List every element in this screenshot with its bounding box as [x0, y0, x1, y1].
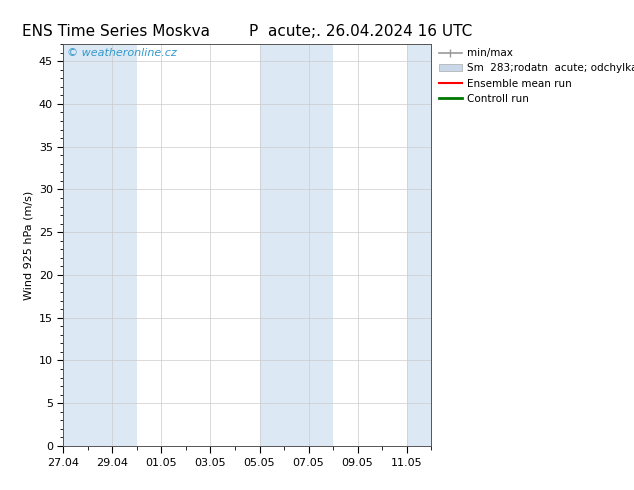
Bar [406, 44, 456, 446]
Text: © weatheronline.cz: © weatheronline.cz [67, 48, 177, 58]
Legend: min/max, Sm  283;rodatn  acute; odchylka, Ensemble mean run, Controll run: min/max, Sm 283;rodatn acute; odchylka, … [435, 44, 634, 108]
Bar [259, 44, 333, 446]
Y-axis label: Wind 925 hPa (m/s): Wind 925 hPa (m/s) [23, 191, 34, 299]
Bar [63, 44, 137, 446]
Title: ENS Time Series Moskva        P  acute;. 26.04.2024 16 UTC: ENS Time Series Moskva P acute;. 26.04.2… [22, 24, 472, 39]
